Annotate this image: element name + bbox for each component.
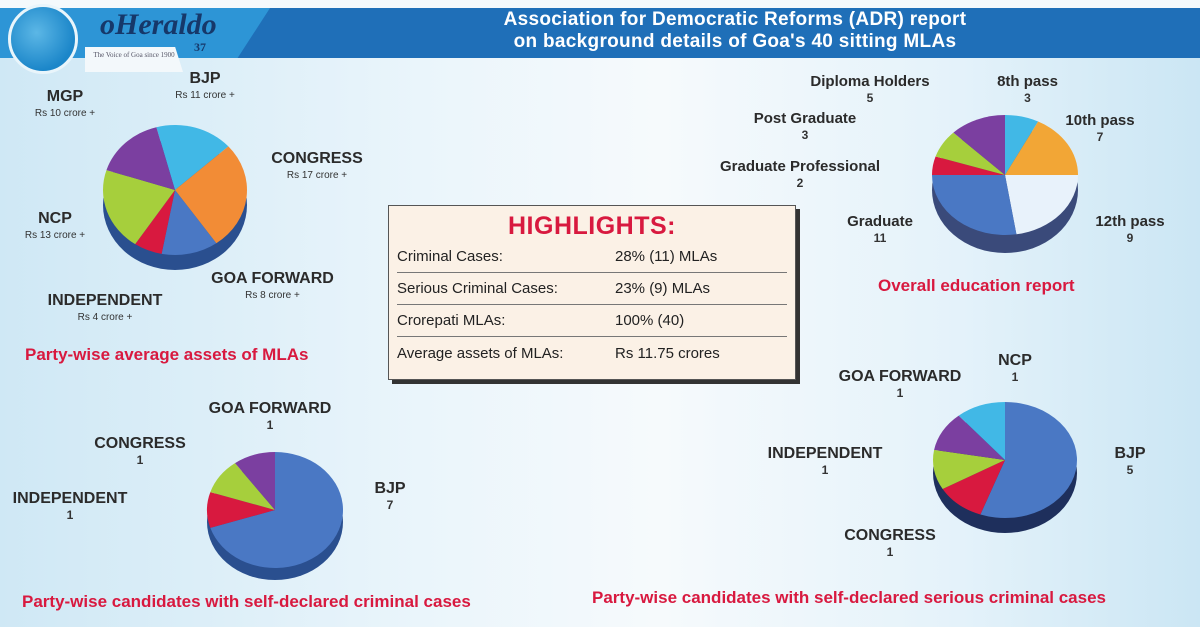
- assets-pie-slices: [103, 125, 247, 255]
- label-bjp-criminal: BJP 7: [374, 480, 406, 512]
- label-independent-criminal: INDEPENDENT 1: [12, 490, 128, 522]
- pie-slice: [210, 463, 275, 510]
- serious-pie-slices: [933, 402, 1077, 518]
- criminal-chart-caption: Party-wise candidates with self-declared…: [22, 592, 471, 611]
- label-independent-serious: INDEPENDENT 1: [767, 445, 883, 477]
- serious-chart-caption: Party-wise candidates with self-declared…: [592, 588, 1107, 607]
- header-banner: oHeraldo 37 The Voice of Goa since 1900 …: [0, 0, 1200, 74]
- label-congress: CONGRESS Rs 17 crore +: [271, 150, 363, 181]
- pie-slice: [207, 492, 275, 528]
- assets-chart-caption: Party-wise average assets of MLAs: [25, 345, 309, 364]
- globe-logo-icon: [8, 4, 78, 74]
- pie-slice: [235, 452, 275, 510]
- criminal-cases-pie-chart: [207, 452, 343, 580]
- pie-slice: [980, 402, 1077, 518]
- label-independent: INDEPENDENT Rs 4 crore +: [47, 292, 163, 323]
- pie-slice: [1005, 175, 1078, 235]
- label-diploma: Diploma Holders 5: [810, 73, 930, 105]
- pie-slice: [934, 415, 1005, 460]
- highlight-row: Crorepati MLAs: 100% (40): [397, 305, 787, 337]
- label-bjp-serious: BJP 5: [1114, 445, 1146, 477]
- highlight-row: Average assets of MLAs: Rs 11.75 crores: [397, 344, 720, 362]
- logo-tagline: The Voice of Goa since 1900: [85, 47, 183, 72]
- label-goa-forward-criminal: GOA FORWARD 1: [208, 400, 332, 432]
- pie-slice: [135, 190, 175, 254]
- pie-slice: [210, 452, 343, 568]
- pie-slice: [958, 402, 1005, 460]
- logo-name: oHeraldo: [100, 8, 217, 41]
- pie-slice: [953, 115, 1005, 175]
- pie-slice: [156, 125, 229, 190]
- criminal-pie-slices: [207, 452, 343, 568]
- pie-slice: [932, 175, 1017, 235]
- pie-slice: [1005, 121, 1078, 175]
- label-mgp: MGP Rs 10 crore +: [34, 88, 96, 119]
- highlight-row: Serious Criminal Cases: 23% (9) MLAs: [397, 273, 787, 305]
- pie-slice: [175, 146, 247, 244]
- label-goa-forward-serious: GOA FORWARD 1: [838, 368, 962, 400]
- pie-slice: [942, 460, 1005, 515]
- label-congress-criminal: CONGRESS 1: [94, 435, 186, 467]
- label-ncp: NCP Rs 13 crore +: [24, 210, 86, 241]
- pie-slice: [932, 156, 1005, 175]
- label-8th-pass: 8th pass 3: [997, 73, 1058, 105]
- highlight-row: Criminal Cases: 28% (11) MLAs: [397, 241, 787, 273]
- label-ncp-serious: NCP 1: [998, 352, 1032, 384]
- label-10th-pass: 10th pass 7: [1065, 112, 1135, 144]
- label-bjp: BJP Rs 11 crore +: [175, 70, 235, 101]
- label-12th-pass: 12th pass 9: [1095, 213, 1165, 245]
- label-congress-serious: CONGRESS 1: [844, 527, 936, 559]
- pie-slice: [103, 170, 175, 245]
- label-graduate: Graduate 11: [847, 213, 913, 245]
- highlights-box: HIGHLIGHTS: Criminal Cases: 28% (11) MLAs…: [388, 205, 796, 380]
- label-post-graduate: Post Graduate 3: [753, 110, 857, 142]
- assets-pie-chart: [103, 125, 247, 270]
- serious-cases-pie-chart: [933, 402, 1077, 533]
- education-pie-chart: [932, 115, 1078, 253]
- pie-slice: [935, 132, 1005, 175]
- education-chart-caption: Overall education report: [878, 276, 1075, 295]
- education-pie-slices: [932, 115, 1078, 235]
- pie-slice: [106, 127, 175, 190]
- label-goa-forward: GOA FORWARD Rs 8 crore +: [211, 270, 334, 301]
- logo-number: 37: [194, 40, 206, 54]
- label-graduate-professional: Graduate Professional 2: [719, 158, 881, 190]
- highlights-title: HIGHLIGHTS:: [508, 212, 676, 240]
- pie-slice: [933, 449, 1005, 489]
- pie-slice: [1005, 115, 1039, 175]
- page-title: Association for Democratic Reforms (ADR)…: [503, 9, 967, 52]
- pie-slice: [161, 190, 217, 255]
